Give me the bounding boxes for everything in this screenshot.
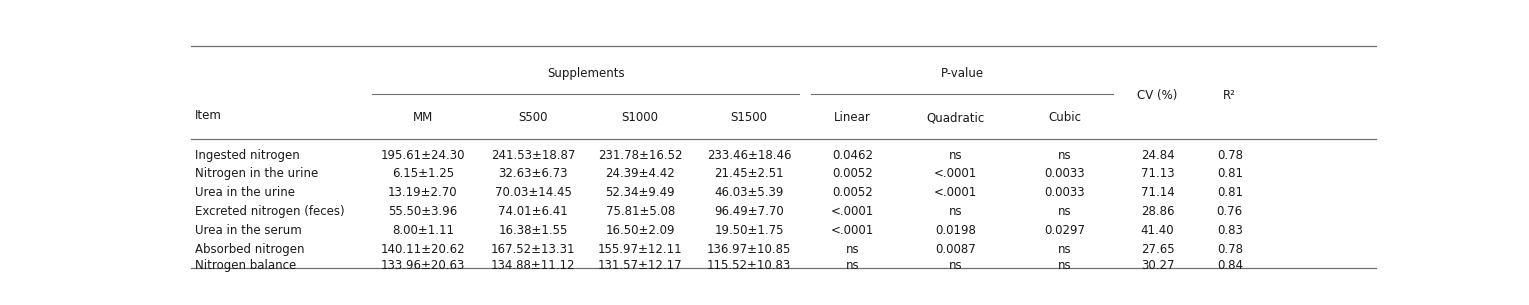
Text: 0.78: 0.78: [1217, 243, 1243, 256]
Text: 8.00±1.11: 8.00±1.11: [391, 224, 454, 237]
Text: 46.03±5.39: 46.03±5.39: [714, 186, 784, 199]
Text: 21.45±2.51: 21.45±2.51: [714, 167, 784, 181]
Text: 0.83: 0.83: [1217, 224, 1243, 237]
Text: ns: ns: [948, 259, 962, 272]
Text: 24.39±4.42: 24.39±4.42: [605, 167, 676, 181]
Text: ns: ns: [1058, 243, 1072, 256]
Text: S1500: S1500: [731, 111, 768, 124]
Text: 231.78±16.52: 231.78±16.52: [598, 149, 682, 162]
Text: 167.52±13.31: 167.52±13.31: [491, 243, 575, 256]
Text: 115.52±10.83: 115.52±10.83: [706, 259, 792, 272]
Text: R²: R²: [1223, 89, 1235, 102]
Text: 0.78: 0.78: [1217, 149, 1243, 162]
Text: 0.0087: 0.0087: [936, 243, 976, 256]
Text: Nitrogen in the urine: Nitrogen in the urine: [194, 167, 318, 181]
Text: 96.49±7.70: 96.49±7.70: [714, 205, 784, 218]
Text: ns: ns: [948, 205, 962, 218]
Text: ns: ns: [1058, 149, 1072, 162]
Text: Linear: Linear: [833, 111, 872, 124]
Text: 52.34±9.49: 52.34±9.49: [605, 186, 674, 199]
Text: 71.13: 71.13: [1141, 167, 1174, 181]
Text: 0.0033: 0.0033: [1044, 167, 1086, 181]
Text: 0.0033: 0.0033: [1044, 186, 1086, 199]
Text: S500: S500: [518, 111, 547, 124]
Text: P-value: P-value: [940, 66, 983, 80]
Text: 233.46±18.46: 233.46±18.46: [706, 149, 792, 162]
Text: 140.11±20.62: 140.11±20.62: [381, 243, 465, 256]
Text: <.0001: <.0001: [830, 224, 875, 237]
Text: 74.01±6.41: 74.01±6.41: [498, 205, 567, 218]
Text: ns: ns: [948, 149, 962, 162]
Text: 16.38±1.55: 16.38±1.55: [498, 224, 567, 237]
Text: 195.61±24.30: 195.61±24.30: [381, 149, 465, 162]
Text: <.0001: <.0001: [934, 167, 977, 181]
Text: 133.96±20.63: 133.96±20.63: [381, 259, 465, 272]
Text: 41.40: 41.40: [1141, 224, 1174, 237]
Text: 134.88±11.12: 134.88±11.12: [491, 259, 575, 272]
Text: ns: ns: [1058, 205, 1072, 218]
Text: ns: ns: [846, 259, 859, 272]
Text: Ingested nitrogen: Ingested nitrogen: [194, 149, 300, 162]
Text: Urea in the serum: Urea in the serum: [194, 224, 301, 237]
Text: Cubic: Cubic: [1049, 111, 1081, 124]
Text: 75.81±5.08: 75.81±5.08: [605, 205, 674, 218]
Text: 55.50±3.96: 55.50±3.96: [388, 205, 457, 218]
Text: Quadratic: Quadratic: [927, 111, 985, 124]
Text: ns: ns: [846, 243, 859, 256]
Text: 0.81: 0.81: [1217, 186, 1243, 199]
Text: 0.76: 0.76: [1217, 205, 1243, 218]
Text: 24.84: 24.84: [1141, 149, 1174, 162]
Text: CV (%): CV (%): [1138, 89, 1177, 102]
Text: 16.50±2.09: 16.50±2.09: [605, 224, 674, 237]
Text: MM: MM: [413, 111, 433, 124]
Text: 0.84: 0.84: [1217, 259, 1243, 272]
Text: ns: ns: [1058, 259, 1072, 272]
Text: 70.03±14.45: 70.03±14.45: [494, 186, 572, 199]
Text: Supplements: Supplements: [547, 66, 624, 80]
Text: 19.50±1.75: 19.50±1.75: [714, 224, 784, 237]
Text: 28.86: 28.86: [1141, 205, 1174, 218]
Text: 0.0198: 0.0198: [936, 224, 976, 237]
Text: <.0001: <.0001: [830, 205, 875, 218]
Text: 71.14: 71.14: [1141, 186, 1174, 199]
Text: 13.19±2.70: 13.19±2.70: [388, 186, 457, 199]
Text: <.0001: <.0001: [934, 186, 977, 199]
Text: Excreted nitrogen (feces): Excreted nitrogen (feces): [194, 205, 344, 218]
Text: 0.0052: 0.0052: [832, 167, 873, 181]
Text: Nitrogen balance: Nitrogen balance: [194, 259, 297, 272]
Text: 0.0297: 0.0297: [1044, 224, 1086, 237]
Text: 241.53±18.87: 241.53±18.87: [491, 149, 575, 162]
Text: 155.97±12.11: 155.97±12.11: [598, 243, 682, 256]
Text: 0.0052: 0.0052: [832, 186, 873, 199]
Text: Item: Item: [194, 109, 222, 122]
Text: 131.57±12.17: 131.57±12.17: [598, 259, 682, 272]
Text: 27.65: 27.65: [1141, 243, 1174, 256]
Text: 32.63±6.73: 32.63±6.73: [498, 167, 567, 181]
Text: S1000: S1000: [622, 111, 659, 124]
Text: 0.81: 0.81: [1217, 167, 1243, 181]
Text: 30.27: 30.27: [1141, 259, 1174, 272]
Text: Absorbed nitrogen: Absorbed nitrogen: [194, 243, 304, 256]
Text: 136.97±10.85: 136.97±10.85: [706, 243, 792, 256]
Text: 0.0462: 0.0462: [832, 149, 873, 162]
Text: Urea in the urine: Urea in the urine: [194, 186, 295, 199]
Text: 6.15±1.25: 6.15±1.25: [391, 167, 454, 181]
